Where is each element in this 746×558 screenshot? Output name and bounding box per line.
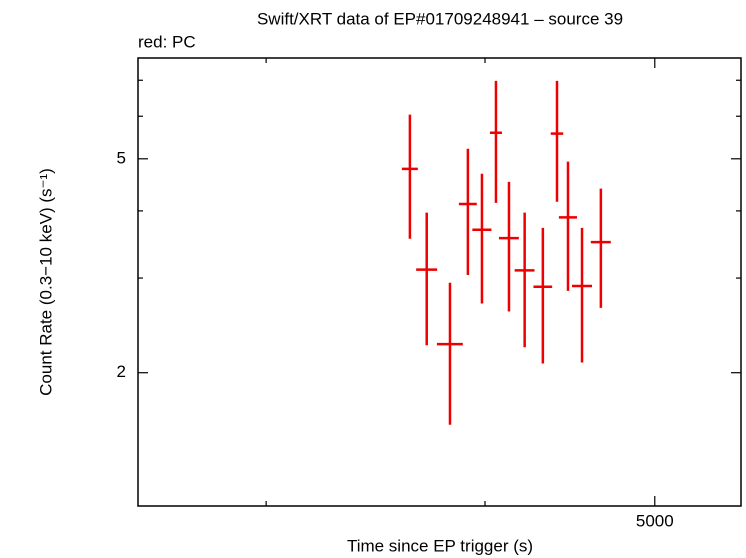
plot-frame bbox=[137, 57, 742, 507]
y-axis-label: Count Rate (0.3−10 keV) (s⁻¹) bbox=[36, 168, 55, 396]
y-tick-label: 5 bbox=[117, 148, 126, 167]
chart-title: Swift/XRT data of EP#01709248941 – sourc… bbox=[257, 9, 623, 28]
x-axis-label: Time since EP trigger (s) bbox=[347, 536, 533, 555]
chart-subtitle: red: PC bbox=[138, 32, 196, 51]
y-tick-label: 2 bbox=[117, 362, 126, 381]
x-tick-label: 5000 bbox=[636, 511, 674, 530]
